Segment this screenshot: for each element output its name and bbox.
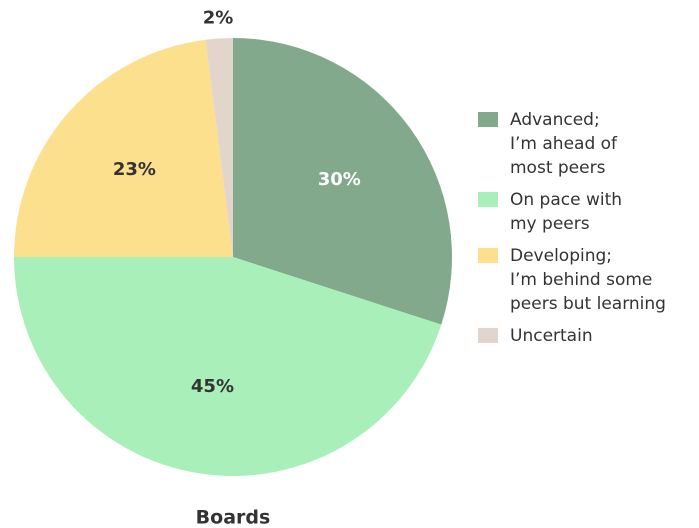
pie-slice xyxy=(205,38,233,257)
legend-swatch xyxy=(478,192,498,207)
data-label: 45% xyxy=(191,376,234,397)
legend-item: Developing; I’m behind some peers but le… xyxy=(478,244,666,316)
legend-swatch xyxy=(478,112,498,127)
data-label: 23% xyxy=(113,159,156,180)
pie-slice xyxy=(14,257,442,476)
pie-slice xyxy=(14,39,233,257)
legend-swatch xyxy=(478,328,498,343)
legend-item: Uncertain xyxy=(478,324,666,348)
data-label: 2% xyxy=(203,7,234,28)
legend-item: Advanced; I’m ahead of most peers xyxy=(478,108,666,180)
pie-slice xyxy=(233,38,452,325)
data-label: 30% xyxy=(318,169,361,190)
legend-label: Advanced; I’m ahead of most peers xyxy=(510,110,618,178)
legend-label: Uncertain xyxy=(510,326,593,346)
legend-swatch xyxy=(478,248,498,263)
chart-title: Boards xyxy=(196,507,271,528)
legend: Advanced; I’m ahead of most peers On pace… xyxy=(478,108,666,356)
legend-item: On pace with my peers xyxy=(478,188,666,236)
legend-label: On pace with my peers xyxy=(510,190,623,234)
legend-label: Developing; I’m behind some peers but le… xyxy=(510,246,666,314)
